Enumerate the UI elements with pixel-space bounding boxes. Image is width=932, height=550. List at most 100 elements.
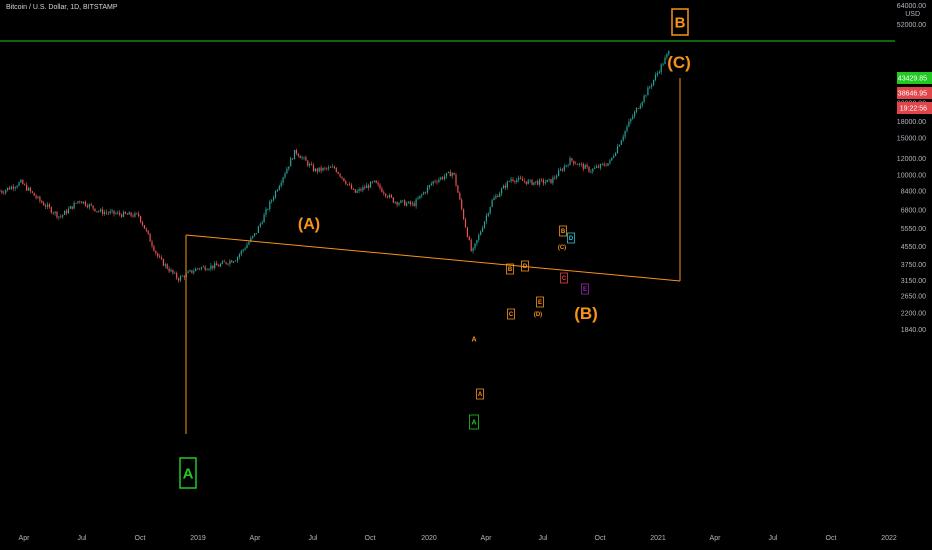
candle-body: [0, 190, 1, 192]
candle-body: [225, 262, 227, 264]
candle-body: [369, 181, 372, 188]
candle-body: [280, 182, 282, 187]
candle-body: [474, 243, 476, 249]
candle-body: [172, 269, 174, 273]
candle-body: [510, 179, 512, 182]
candle-body: [62, 214, 64, 217]
candle-body: [599, 164, 601, 168]
candle-body: [160, 257, 163, 260]
candle-body: [103, 212, 106, 214]
candle-body: [128, 212, 130, 215]
candle-body: [27, 187, 30, 191]
candle-body: [41, 200, 43, 203]
candle-body: [69, 206, 71, 209]
price-tick-label: 4550.00: [901, 244, 926, 251]
candle-body: [223, 261, 225, 263]
candle-body: [162, 259, 164, 266]
candle-body: [442, 177, 444, 179]
candle-body: [360, 189, 362, 191]
candle-body: [501, 188, 503, 194]
candle-body: [451, 172, 453, 177]
candle-body: [35, 195, 37, 198]
candle-body: [341, 176, 343, 179]
candle-body: [381, 188, 383, 193]
candle-body: [537, 181, 539, 185]
price-tag-bg: [897, 72, 932, 84]
candle-body: [356, 190, 358, 193]
candle-body: [407, 201, 410, 204]
candle-body: [33, 192, 35, 196]
candle-body: [45, 205, 47, 207]
price-tick-label: 15000.00: [897, 135, 926, 142]
candle-body: [409, 201, 411, 205]
candle-body: [217, 265, 220, 267]
candle-body: [666, 54, 668, 58]
candle-body: [594, 167, 596, 169]
candle-body: [235, 260, 237, 262]
candle-body: [286, 168, 288, 174]
candle-body: [607, 163, 609, 166]
candle-body: [544, 182, 546, 184]
wave-label: B: [561, 229, 566, 235]
candle-body: [214, 263, 216, 269]
candle-body: [546, 179, 548, 183]
candle-body: [311, 164, 313, 165]
candle-body: [178, 278, 180, 281]
candle-body: [1, 190, 3, 193]
candle-body: [605, 165, 607, 166]
candle-body: [330, 167, 332, 168]
candle-body: [181, 275, 183, 277]
candle-body: [345, 181, 347, 185]
wave-label-box: [567, 232, 575, 244]
candle-body: [613, 156, 615, 158]
candle-body: [86, 205, 88, 208]
candle-body: [630, 118, 632, 122]
candle-body: [601, 163, 603, 165]
candle-body: [531, 179, 533, 185]
candle-body: [390, 194, 392, 198]
candle-body: [5, 190, 7, 193]
candle-body: [548, 179, 550, 180]
candle-body: [252, 235, 254, 238]
candle-body: [254, 233, 256, 236]
time-tick-label: Jul: [78, 535, 87, 542]
candle-body: [81, 201, 83, 204]
candle-body: [533, 182, 535, 185]
candle-body: [248, 241, 250, 245]
candle-body: [238, 254, 240, 258]
candle-body: [495, 195, 497, 198]
candle-body: [3, 192, 5, 194]
candle-body: [195, 268, 197, 272]
wave-label: B: [675, 14, 686, 31]
candle-body: [257, 226, 259, 233]
candle-body: [206, 269, 208, 271]
time-tick-label: Apr: [481, 535, 493, 542]
candle-body: [265, 209, 267, 215]
candle-body: [335, 168, 337, 172]
candle-body: [115, 213, 117, 215]
candle-body: [183, 275, 185, 278]
candle-body: [634, 111, 636, 117]
candle-body: [377, 182, 379, 185]
candle-body: [92, 205, 94, 209]
candle-body: [516, 179, 518, 183]
candle-body: [611, 157, 613, 161]
candle-body: [122, 211, 125, 217]
candle-body: [447, 171, 449, 174]
time-tick-label: Apr: [19, 535, 31, 542]
candle-body: [592, 168, 594, 172]
candle-body: [318, 167, 320, 172]
candle-body: [170, 269, 172, 272]
price-tick-label: 18000.00: [897, 119, 926, 126]
candle-body: [571, 158, 573, 161]
time-axis[interactable]: Apr Jul Oct 2019 Apr Jul Oct 2020 Apr Jul Oct 2021 A…: [19, 535, 897, 542]
candle-body: [20, 180, 22, 183]
candle-body: [444, 176, 446, 179]
candle-body: [233, 261, 235, 263]
candle-body: [8, 187, 11, 190]
price-tick-label: 3750.00: [901, 262, 926, 269]
candle-body: [143, 225, 145, 229]
candle-body: [539, 179, 541, 185]
